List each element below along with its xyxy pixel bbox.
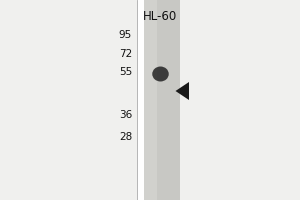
Text: 28: 28 <box>119 132 132 142</box>
Bar <box>144 0 180 200</box>
Bar <box>144 0 157 200</box>
Bar <box>180 0 300 200</box>
Text: HL-60: HL-60 <box>143 10 178 23</box>
Text: 55: 55 <box>119 67 132 77</box>
Bar <box>0 0 136 200</box>
Text: 36: 36 <box>119 110 132 120</box>
Polygon shape <box>176 82 189 100</box>
Text: 72: 72 <box>119 49 132 59</box>
Ellipse shape <box>152 66 169 82</box>
Text: 95: 95 <box>119 30 132 40</box>
